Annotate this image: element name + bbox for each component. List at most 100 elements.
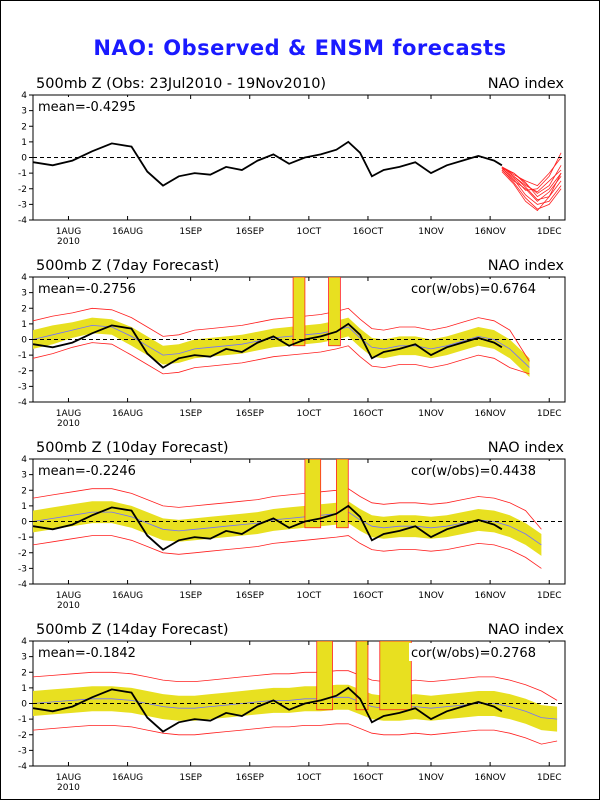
spike-bar xyxy=(336,459,349,529)
x-tick-label: 1OCT xyxy=(297,591,322,601)
y-tick-label: -4 xyxy=(18,216,27,226)
stat-correlation: cor(w/obs)=0.4438 xyxy=(411,464,536,479)
x-tick-label: 1DEC xyxy=(537,409,562,419)
x-tick-label: 16SEP xyxy=(236,409,265,419)
spike-bar xyxy=(328,277,341,347)
x-year-label: 2010 xyxy=(57,783,80,793)
panel-index-label: NAO index xyxy=(488,622,565,638)
spike-bar xyxy=(379,641,412,711)
y-tick-label: 0 xyxy=(21,336,27,346)
member-line xyxy=(501,157,562,187)
spike-bar xyxy=(355,641,369,711)
panel-index-label: NAO index xyxy=(488,76,565,92)
range-low-line xyxy=(33,342,530,375)
x-tick-label: 16SEP xyxy=(236,227,265,237)
stat-correlation-bg xyxy=(409,279,562,297)
y-tick-label: -4 xyxy=(18,398,27,408)
stat-mean-bg xyxy=(36,643,132,661)
spike-bar xyxy=(304,459,322,529)
x-tick-label: 1DEC xyxy=(537,591,562,601)
x-tick-label: 16AUG xyxy=(112,773,143,783)
y-tick-label: -4 xyxy=(18,580,27,590)
y-tick-label: -4 xyxy=(18,762,27,772)
x-tick-label: 16AUG xyxy=(112,591,143,601)
plot-area xyxy=(33,641,558,745)
x-tick-label: 1NOV xyxy=(418,591,444,601)
stat-mean: mean=-0.4295 xyxy=(38,100,136,115)
panel-index-label: NAO index xyxy=(488,440,565,456)
spread-band xyxy=(33,501,542,556)
x-tick-label: 1OCT xyxy=(297,773,322,783)
x-year-label: 2010 xyxy=(57,237,80,247)
y-tick-label: -1 xyxy=(18,715,27,725)
stat-mean-bg xyxy=(36,461,132,479)
x-year-label: 2010 xyxy=(57,419,80,429)
spread-band xyxy=(33,317,530,377)
x-tick-label: 16NOV xyxy=(474,773,506,783)
y-tick-label: 3 xyxy=(21,471,27,481)
y-tick-label: 4 xyxy=(21,637,27,647)
x-tick-label: 16OCT xyxy=(353,227,384,237)
y-tick-label: 2 xyxy=(21,668,27,678)
y-tick-label: 2 xyxy=(21,486,27,496)
y-tick-label: -2 xyxy=(18,367,27,377)
stat-mean: mean=-0.1842 xyxy=(38,646,136,661)
x-tick-label: 16AUG xyxy=(112,227,143,237)
y-tick-label: 3 xyxy=(21,107,27,117)
spike-bar xyxy=(292,277,306,347)
stat-correlation: cor(w/obs)=0.6764 xyxy=(411,282,536,297)
range-low-line xyxy=(33,723,558,745)
observed-line xyxy=(33,322,503,369)
y-tick-label: 4 xyxy=(21,455,27,465)
member-line xyxy=(501,152,562,191)
y-tick-label: -3 xyxy=(18,564,27,574)
plot-area xyxy=(33,459,542,569)
x-tick-label: 16NOV xyxy=(474,409,506,419)
x-tick-label: 1SEP xyxy=(179,591,202,601)
y-tick-label: -3 xyxy=(18,200,27,210)
y-tick-label: -2 xyxy=(18,731,27,741)
stat-mean: mean=-0.2756 xyxy=(38,282,136,297)
y-tick-label: -3 xyxy=(18,746,27,756)
x-tick-label: 16SEP xyxy=(236,591,265,601)
x-tick-label: 1NOV xyxy=(418,227,444,237)
stat-mean-bg xyxy=(36,279,132,297)
y-tick-label: 3 xyxy=(21,289,27,299)
x-tick-label: 1AUG xyxy=(56,409,81,419)
range-low-line xyxy=(33,535,542,569)
x-tick-label: 1AUG xyxy=(56,591,81,601)
y-tick-label: 1 xyxy=(21,684,27,694)
y-tick-label: -2 xyxy=(18,549,27,559)
spike-bar xyxy=(316,641,333,711)
x-tick-label: 1NOV xyxy=(418,409,444,419)
panel-title: 500mb Z (Obs: 23Jul2010 - 19Nov2010) xyxy=(36,76,326,92)
x-tick-label: 1DEC xyxy=(537,773,562,783)
x-tick-label: 16OCT xyxy=(353,591,384,601)
y-tick-label: 3 xyxy=(21,653,27,663)
stat-correlation-bg xyxy=(409,643,562,661)
y-tick-label: 1 xyxy=(21,320,27,330)
y-tick-label: -1 xyxy=(18,169,27,179)
panel-2: 500mb Z (7day Forecast) NAO index 4 3 2 1 0 -1 -… xyxy=(18,258,566,429)
main-title: NAO: Observed & ENSM forecasts xyxy=(93,36,507,60)
panel-index-label: NAO index xyxy=(488,258,565,274)
panel-4: 500mb Z (14day Forecast) NAO index 4 3 2 1 0 -1… xyxy=(18,622,566,793)
y-tick-label: 1 xyxy=(21,502,27,512)
y-tick-label: 1 xyxy=(21,138,27,148)
panel-1: 500mb Z (Obs: 23Jul2010 - 19Nov2010) NAO … xyxy=(18,76,566,247)
observed-line xyxy=(33,686,503,733)
member-line xyxy=(501,171,562,212)
member-line xyxy=(501,169,562,210)
y-tick-label: 2 xyxy=(21,122,27,132)
y-tick-label: 2 xyxy=(21,304,27,314)
x-tick-label: 1SEP xyxy=(179,773,202,783)
x-tick-label: 1SEP xyxy=(179,409,202,419)
y-tick-label: 0 xyxy=(21,518,27,528)
member-line xyxy=(501,166,562,201)
x-tick-label: 1SEP xyxy=(179,227,202,237)
plot-area xyxy=(33,140,562,212)
x-tick-label: 16OCT xyxy=(353,773,384,783)
y-tick-label: -3 xyxy=(18,382,27,392)
x-tick-label: 1NOV xyxy=(418,773,444,783)
